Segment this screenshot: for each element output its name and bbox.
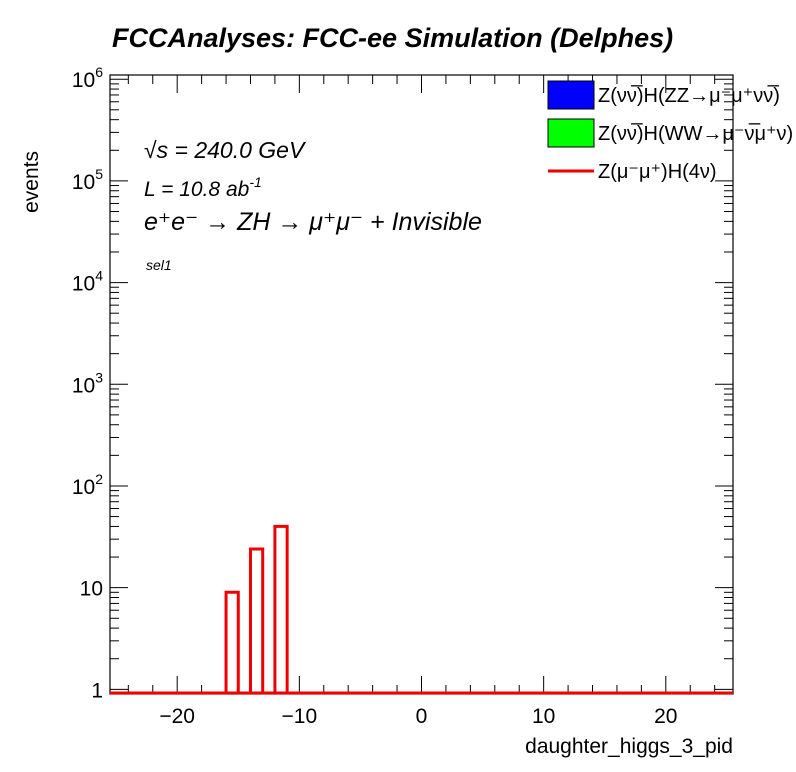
y-tick-base: 1 xyxy=(91,679,103,702)
y-tick-label: 105 xyxy=(72,166,103,194)
process-label: e⁺e⁻ → ZH → μ⁺μ⁻ + Invisible xyxy=(144,208,482,236)
y-tick-exponent: 2 xyxy=(95,471,103,487)
axis-ticks xyxy=(110,75,733,694)
y-tick-exponent: 4 xyxy=(95,268,103,284)
sqrt-s-label: √s = 240.0 GeV xyxy=(144,137,307,163)
luminosity-label: L = 10.8 ab-1 xyxy=(144,174,262,201)
y-tick-base: 10 xyxy=(72,476,95,499)
y-tick-label: 10 xyxy=(80,578,103,601)
annotations: √s = 240.0 GeV L = 10.8 ab-1 e⁺e⁻ → ZH →… xyxy=(144,137,482,273)
x-axis-label: daughter_higgs_3_pid xyxy=(525,735,733,758)
y-tick-label: 106 xyxy=(72,64,103,92)
legend-label: Z(νν̅)H(ZZ→μ⁻μ⁺νν̅) xyxy=(598,84,780,107)
legend-swatch xyxy=(547,118,595,148)
y-tick-base: 10 xyxy=(80,578,103,601)
histogram-bar xyxy=(224,590,240,693)
y-tick-base: 10 xyxy=(72,69,95,92)
y-tick-base: 10 xyxy=(72,171,95,194)
y-tick-base: 10 xyxy=(72,374,95,397)
luminosity-main: L = 10.8 ab xyxy=(144,178,250,201)
y-tick-exponent: 6 xyxy=(95,64,103,80)
legend: Z(νν̅)H(ZZ→μ⁻μ⁺νν̅) Z(νν̅)H(WW→μ⁻ν̅μ⁺ν) Z(… xyxy=(547,80,793,183)
y-tick-label: 102 xyxy=(72,471,103,499)
y-tick-label: 1 xyxy=(91,679,103,702)
x-tick-label: −10 xyxy=(282,705,318,728)
legend-label: Z(νν̅)H(WW→μ⁻ν̅μ⁺ν) xyxy=(598,122,793,145)
histogram-bar xyxy=(273,524,289,693)
y-tick-label: 104 xyxy=(72,268,103,296)
x-tick-label: −20 xyxy=(159,705,195,728)
y-tick-exponent: 5 xyxy=(95,166,103,182)
chart-title: FCCAnalyses: FCC-ee Simulation (Delphes) xyxy=(112,23,673,53)
histogram-bar xyxy=(248,547,265,693)
histogram-bars xyxy=(110,524,733,695)
y-tick-label: 103 xyxy=(72,369,103,397)
luminosity-exponent: -1 xyxy=(249,174,261,190)
x-tick-label: 20 xyxy=(654,705,677,728)
x-tick-label: 0 xyxy=(416,705,428,728)
x-tick-label: 10 xyxy=(532,705,555,728)
selection-label: sel1 xyxy=(146,257,172,273)
x-tick-labels: −20 −10 0 10 20 xyxy=(159,705,677,728)
y-tick-exponent: 3 xyxy=(95,369,103,385)
legend-swatch xyxy=(547,80,595,110)
y-tick-base: 10 xyxy=(72,273,95,296)
legend-label: Z(μ⁻μ⁺)H(4ν) xyxy=(598,161,717,183)
y-axis-label: events xyxy=(20,151,43,213)
